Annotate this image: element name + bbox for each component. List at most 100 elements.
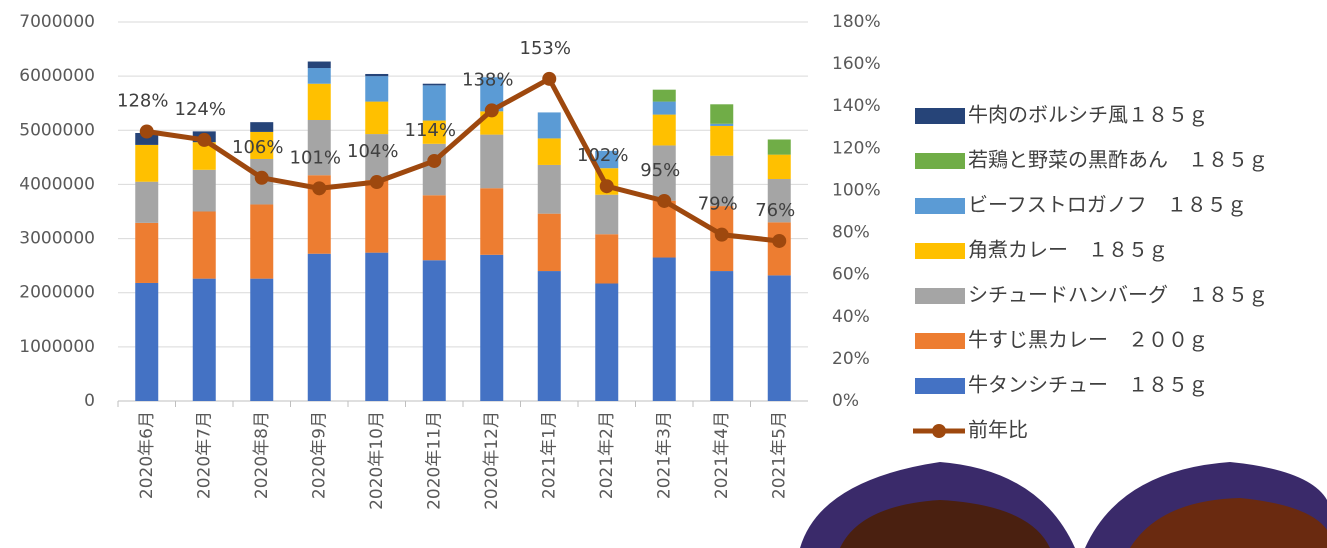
legend-swatch [915,378,965,394]
bar-segment [193,279,216,401]
bar-segment [365,74,388,76]
y2-tick-label: 160% [832,54,881,74]
legend-swatch [915,243,965,259]
bar-segment [135,145,158,182]
bar-segment [480,135,503,189]
x-tick-label: 2020年11月 [424,411,444,510]
bar-segment [135,223,158,283]
bar-segment [308,62,331,68]
y2-tick-label: 140% [832,96,881,116]
bar-segment [653,90,676,102]
x-tick-label: 2020年12月 [482,411,502,510]
data-label: 79% [698,194,738,215]
line-marker [427,154,441,168]
bar-segment [193,170,216,212]
bar-segment [365,253,388,401]
data-label: 124% [175,99,226,120]
data-label: 153% [520,38,571,59]
legend-swatch [932,424,946,438]
bar-segment [365,102,388,134]
x-tick-label: 2020年8月 [252,411,272,499]
y2-tick-label: 120% [832,138,881,158]
y-tick-label: 7000000 [19,12,95,32]
x-tick-label: 2020年7月 [194,411,214,499]
legend-swatch [915,153,965,169]
bar-segment [768,139,791,154]
x-tick-label: 2021年5月 [769,411,789,499]
y2-tick-label: 60% [832,265,870,285]
line-marker [600,179,614,193]
legend-label: 前年比 [968,418,1028,442]
line-marker [485,103,499,117]
bar-segment [423,84,446,86]
data-label: 114% [405,120,456,141]
bar-segment [768,222,791,275]
bar-segment [595,195,618,235]
bar-segment [365,76,388,101]
data-label: 106% [232,137,283,158]
bar-segment [768,155,791,179]
bar-segment [538,165,561,214]
bar-segment [710,126,733,156]
line-marker [715,228,729,242]
legend-swatch [915,198,965,214]
line-marker [140,124,154,138]
bar-segment [710,124,733,126]
bar-segment [423,195,446,260]
y2-tick-label: 180% [832,12,881,32]
bar-segment [480,188,503,255]
y2-tick-label: 0% [832,391,859,411]
product-images [800,462,1327,548]
bar-segment [250,204,273,278]
bar-segment [308,84,331,120]
bar-segment [193,212,216,279]
bar-segment [365,180,388,253]
y-tick-label: 5000000 [19,120,95,140]
data-label: 104% [347,141,398,162]
legend-swatch [915,333,965,349]
x-tick-label: 2020年10月 [367,411,387,510]
bar-segment [480,255,503,401]
bar-segment [538,271,561,401]
y-tick-label: 2000000 [19,283,95,303]
bar-segment [710,104,733,123]
legend-swatch [915,108,965,124]
y2-tick-label: 40% [832,307,870,327]
legend-label: 牛すじ黒カレー ２００ｇ [968,328,1208,352]
legend-label: シチュードハンバーグ １８５ｇ [968,283,1268,307]
x-tick-label: 2021年1月 [539,411,559,499]
bar-segment [538,214,561,271]
x-tick-label: 2021年3月 [654,411,674,499]
line-marker [370,175,384,189]
bar-segment [423,260,446,401]
bar-segment [595,284,618,401]
bar-segment [135,182,158,223]
bar-segment [653,201,676,258]
data-label: 138% [462,69,513,90]
bar-segment [250,122,273,132]
line-marker [197,133,211,147]
page: 0100000020000003000000400000050000006000… [0,0,1327,548]
y2-tick-label: 80% [832,223,870,243]
line-marker [312,181,326,195]
line-marker [255,171,269,185]
y-tick-label: 4000000 [19,174,95,194]
bar-segment [423,85,446,120]
y-tick-label: 3000000 [19,229,95,249]
x-tick-label: 2020年6月 [137,411,157,499]
legend-label: 牛肉のボルシチ風１８５ｇ [968,103,1208,127]
line-marker [657,194,671,208]
legend-swatch [915,288,965,304]
x-tick-label: 2020年9月 [309,411,329,499]
data-label: 76% [755,200,795,221]
bar-segment [538,138,561,165]
legend-label: 牛タンシチュー １８５ｇ [968,373,1208,397]
y2-tick-label: 20% [832,349,870,369]
bar-segment [653,102,676,115]
chart: 0100000020000003000000400000050000006000… [0,0,1327,548]
legend-label: 角煮カレー １８５ｇ [968,238,1168,262]
line-marker [542,72,556,86]
bar-segment [135,283,158,401]
bar-segment [308,68,331,84]
